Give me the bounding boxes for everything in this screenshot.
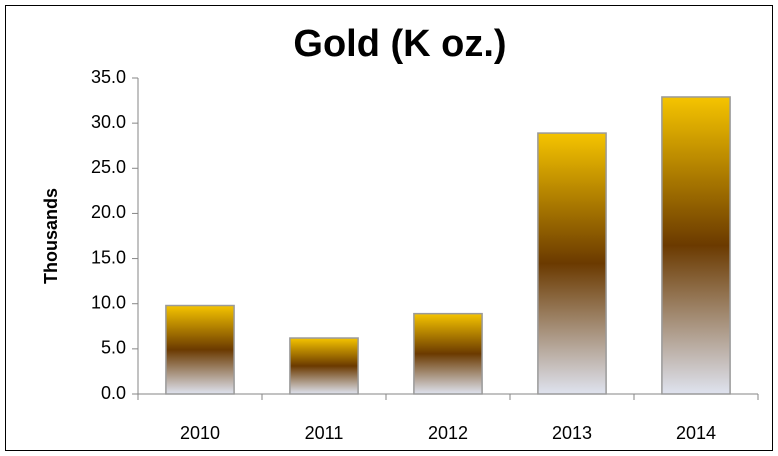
bar [289,337,359,395]
bar [165,304,235,395]
x-tick-label: 2010 [180,423,220,443]
y-tick-label: 0.0 [101,383,126,403]
y-tick-label: 10.0 [91,292,126,312]
chart-title: Gold (K oz.) [293,23,506,65]
y-tick-label: 30.0 [91,112,126,132]
bar [537,132,607,395]
y-tick-label: 25.0 [91,157,126,177]
bar [413,312,483,395]
x-tick-label: 2011 [305,423,344,443]
x-tick-label: 2014 [676,423,716,443]
chart-border [5,5,773,451]
y-tick-label: 15.0 [91,247,126,267]
y-tick-label: 35.0 [91,67,126,87]
y-tick-label: 20.0 [91,202,126,222]
bar [661,96,731,395]
x-tick-label: 2013 [552,423,592,443]
y-axis-label: Thousands [41,188,61,284]
x-tick-label: 2012 [428,423,468,443]
y-tick-label: 5.0 [101,338,126,358]
